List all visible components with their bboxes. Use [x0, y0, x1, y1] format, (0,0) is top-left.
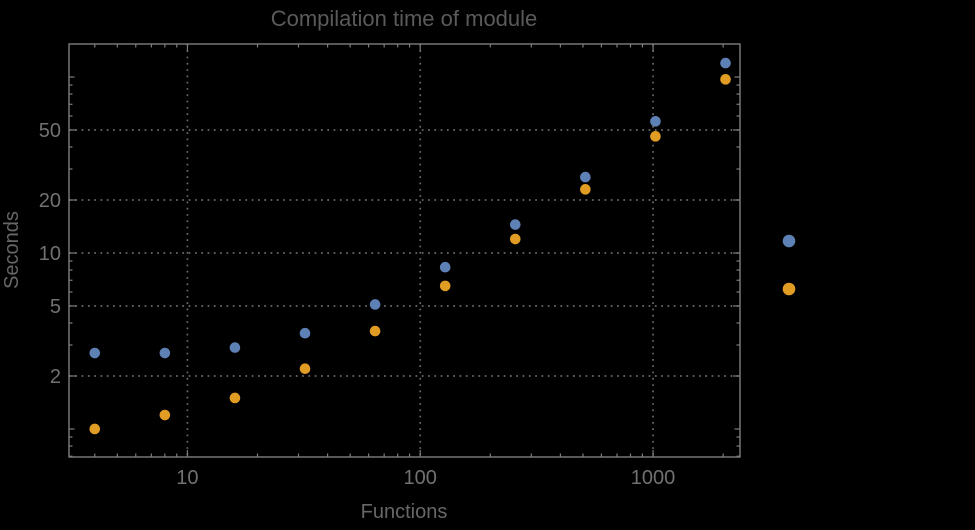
- data-points: [89, 57, 731, 435]
- x-tick-label: 100: [404, 467, 437, 489]
- plot-frame: [68, 43, 741, 458]
- y-tick-label: 5: [50, 296, 61, 318]
- series-orange-point: [89, 423, 101, 435]
- x-tick-labels: 10 100 1000: [176, 467, 675, 489]
- series-orange-point: [509, 233, 521, 245]
- y-tick-label: 10: [39, 243, 61, 265]
- series-blue-legend-marker-icon: [782, 234, 796, 248]
- series-blue-point: [369, 299, 381, 310]
- series-blue-point: [89, 347, 101, 359]
- series-orange-point: [159, 409, 171, 421]
- series-orange-point: [299, 363, 311, 375]
- series-blue-point: [229, 342, 241, 353]
- chart-title: Compilation time of module: [271, 6, 538, 31]
- y-tick-label: 2: [50, 366, 61, 388]
- gridlines: [69, 44, 740, 457]
- series-blue-point: [650, 116, 661, 127]
- legend: [782, 234, 796, 296]
- series-orange-point: [650, 131, 661, 142]
- y-tick-label: 50: [39, 120, 61, 142]
- series-blue-point: [299, 327, 311, 339]
- series-orange-point: [580, 184, 591, 195]
- series-orange-legend-marker-icon: [782, 282, 796, 296]
- y-axis-label: Seconds: [1, 211, 23, 289]
- x-tick-label: 10: [176, 467, 198, 489]
- series-blue-point: [580, 171, 591, 183]
- series-blue-point: [159, 347, 171, 359]
- series-orange-point: [229, 392, 241, 404]
- x-tick-label: 1000: [631, 467, 676, 489]
- y-tick-labels: 2 5 10 20 50: [39, 120, 61, 388]
- series-blue-point: [509, 219, 521, 230]
- y-tick-label: 20: [39, 190, 61, 212]
- series-orange-point: [369, 325, 381, 337]
- axis-ticks: [69, 44, 740, 457]
- series-blue-point: [439, 261, 451, 273]
- series-orange-point: [720, 74, 731, 85]
- series-orange-point: [439, 280, 451, 292]
- series-blue-point: [720, 57, 731, 69]
- x-axis-label: Functions: [361, 501, 448, 523]
